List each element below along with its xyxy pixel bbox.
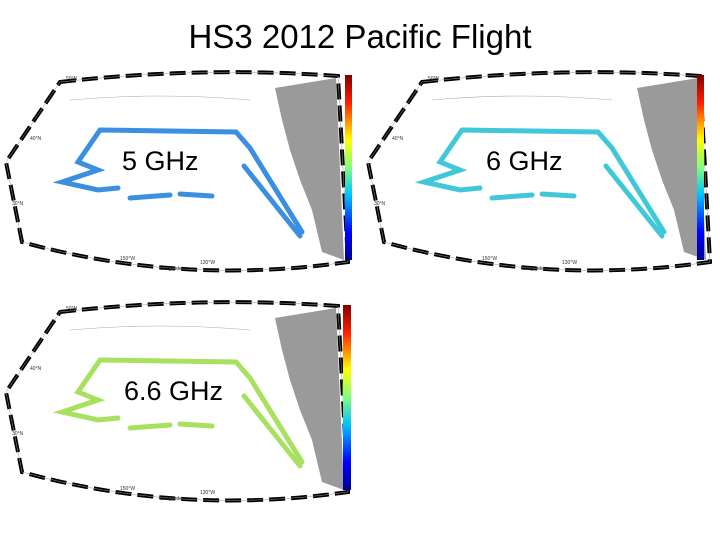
map-6ghz — [366, 70, 712, 275]
map-66ghz — [4, 300, 351, 504]
panel-label: 6 GHz — [482, 146, 567, 177]
map-5ghz — [4, 70, 352, 275]
slide-title: HS3 2012 Pacific Flight — [188, 18, 532, 55]
panel-label: 5 GHz — [118, 146, 203, 177]
panel-label: 6.6 GHz — [120, 376, 228, 407]
